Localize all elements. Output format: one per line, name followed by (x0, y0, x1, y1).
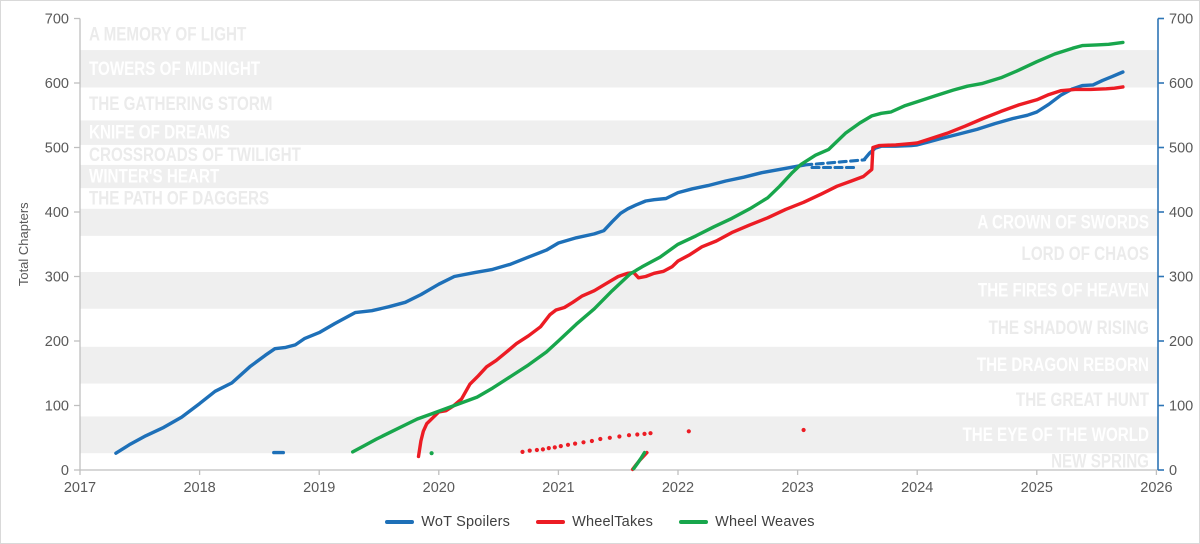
series-dot-wheeltakes (581, 440, 586, 445)
book-band-label: THE GATHERING STORM (89, 92, 272, 114)
book-band-label: THE DRAGON REBORN (977, 353, 1149, 375)
x-tick-label: 2020 (423, 480, 455, 496)
legend-swatch (385, 520, 415, 524)
y-tick-label-right: 0 (1169, 463, 1177, 479)
series-dot-wheeltakes (520, 449, 525, 454)
book-band (80, 346, 1158, 384)
book-band (80, 120, 1158, 145)
series-dot-wheeltakes (607, 435, 612, 440)
y-tick-label-right: 200 (1169, 334, 1193, 350)
book-band-label: TOWERS OF MIDNIGHT (89, 57, 260, 79)
book-band (80, 271, 1158, 309)
y-axis-title: Total Chapters (16, 202, 31, 286)
y-tick-label-left: 700 (45, 12, 69, 28)
y-tick-label-left: 300 (45, 270, 69, 286)
legend-item-wot-spoilers: WoT Spoilers (385, 514, 510, 530)
x-tick-label: 2023 (781, 480, 813, 496)
y-tick-label-left: 0 (61, 463, 69, 479)
x-tick-label: 2022 (662, 480, 694, 496)
y-tick-label-left: 200 (45, 334, 69, 350)
x-tick-label: 2019 (303, 480, 335, 496)
legend-swatch (536, 520, 566, 524)
legend-item-wheeltakes: WheelTakes (536, 514, 653, 530)
series-dot-wheeltakes (527, 448, 532, 453)
series-dot-wheeltakes (589, 438, 595, 444)
series-dot-wheeltakes (801, 427, 806, 433)
x-tick-label: 2026 (1140, 480, 1172, 496)
x-tick-label: 2017 (64, 480, 96, 496)
series-line-wheel-weaves (351, 40, 1125, 454)
legend-swatch (679, 520, 709, 524)
book-band-label: LORD OF CHAOS (1022, 242, 1149, 264)
series-dot-wheeltakes (565, 442, 571, 447)
book-band-label: A CROWN OF SWORDS (977, 210, 1149, 232)
book-band (80, 164, 1158, 189)
series-dot-wheeltakes (686, 429, 691, 434)
book-band-label: CROSSROADS OF TWILIGHT (89, 143, 301, 165)
series-dot-wheel-weaves (429, 451, 434, 456)
series-dot-wheeltakes (552, 445, 557, 450)
y-tick-label-left: 400 (45, 205, 69, 221)
series-line-wot-spoilers (114, 163, 807, 455)
book-band-label: THE FIRES OF HEAVEN (978, 279, 1149, 301)
y-tick-label-left: 600 (45, 76, 69, 92)
series-line-wheeltakes (416, 85, 1125, 459)
book-band-label: THE SHADOW RISING (989, 316, 1149, 338)
legend-label: WheelTakes (572, 514, 654, 530)
series-dot-wheeltakes (626, 433, 632, 438)
series-dot-wheeltakes (648, 431, 653, 436)
y-tick-label-left: 500 (45, 141, 69, 157)
series-dot-wheeltakes (534, 447, 540, 453)
book-band-label: KNIFE OF DREAMS (89, 121, 230, 143)
series-dot-wheeltakes (642, 431, 647, 436)
book-band-label: THE EYE OF THE WORLD (962, 423, 1149, 445)
series-dot-wheeltakes (598, 436, 603, 442)
y-tick-label-left: 100 (45, 399, 69, 415)
x-tick-label: 2025 (1021, 480, 1053, 496)
x-tick-label: 2024 (901, 480, 933, 496)
series-dot-wheeltakes (635, 432, 640, 437)
series-dot-wheeltakes (617, 434, 622, 439)
legend: WoT Spoilers WheelTakes Wheel Weaves (1, 509, 1199, 535)
series-line-wheel-weaves (632, 450, 647, 471)
series-dot-wheeltakes (573, 441, 578, 446)
y-tick-label-right: 300 (1169, 270, 1193, 286)
y-tick-label-right: 700 (1169, 12, 1193, 28)
series-dot-wheeltakes (546, 446, 551, 451)
book-band-label: WINTER'S HEART (89, 165, 220, 187)
y-tick-label-right: 100 (1169, 399, 1193, 415)
legend-label: Wheel Weaves (715, 514, 815, 530)
book-band-label: A MEMORY OF LIGHT (89, 22, 247, 44)
book-band-label: THE PATH OF DAGGERS (89, 187, 269, 209)
y-tick-label-right: 400 (1169, 205, 1193, 221)
book-band-label: THE GREAT HUNT (1016, 388, 1149, 410)
series-dot-wheeltakes (558, 444, 563, 449)
series-line-wot-spoilers (803, 158, 867, 167)
x-tick-label: 2021 (542, 480, 574, 496)
legend-item-wheel-weaves: Wheel Weaves (679, 514, 815, 530)
y-tick-label-right: 500 (1169, 141, 1193, 157)
legend-label: WoT Spoilers (421, 514, 511, 530)
book-band-label: NEW SPRING (1051, 450, 1149, 472)
y-tick-label-right: 600 (1169, 76, 1193, 92)
book-band (80, 50, 1158, 88)
series-dot-wheeltakes (540, 447, 546, 452)
x-tick-label: 2018 (183, 480, 215, 496)
